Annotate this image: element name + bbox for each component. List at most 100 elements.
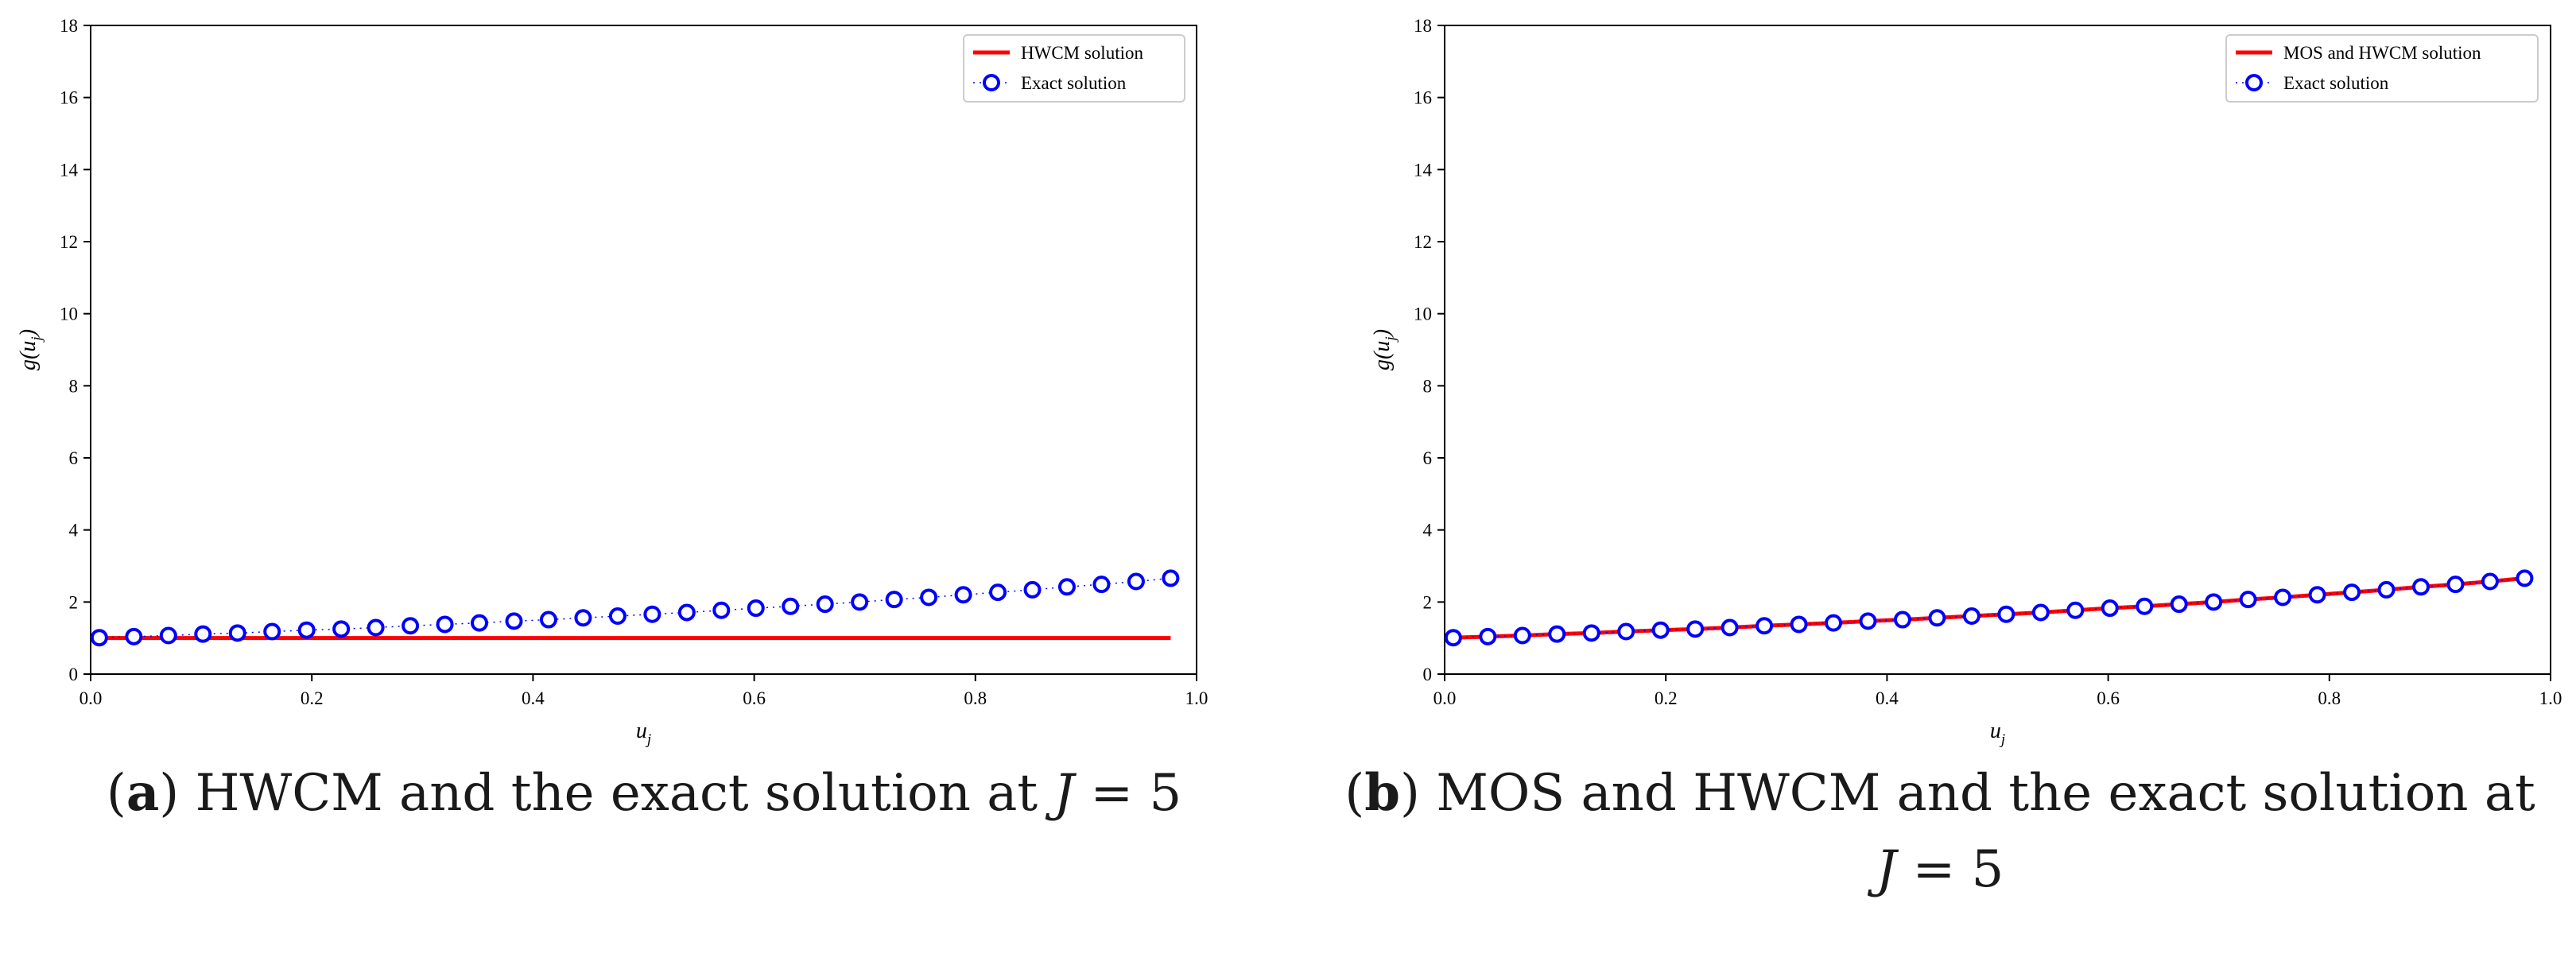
data-point (1162, 569, 1180, 587)
x-axis-label-sub: j (645, 731, 651, 748)
data-point (228, 624, 246, 642)
legend-marker-swatch (2245, 74, 2263, 91)
data-point (2205, 593, 2223, 611)
y-axis-label: g(uj) (1370, 329, 1399, 370)
y-tick-label: 4 (1423, 521, 1433, 541)
x-axis-label-sub: j (1999, 731, 2005, 748)
y-axis-label-var: u (16, 341, 41, 352)
data-point (2031, 603, 2050, 622)
data-point (1686, 620, 1705, 638)
y-axis-label-close: ) (1370, 329, 1395, 338)
x-axis-label: uj (1990, 719, 2005, 748)
data-point (1444, 629, 1462, 647)
data-point (989, 583, 1007, 602)
data-point (1755, 617, 1774, 635)
series-1 (1444, 569, 2534, 647)
y-axis-label-sub: j (29, 336, 45, 343)
data-point (1548, 625, 1566, 643)
y-axis-label-var: u (1370, 341, 1395, 352)
x-tick-label: 0.0 (80, 688, 103, 708)
data-point (194, 625, 212, 643)
data-point (1825, 614, 1843, 632)
y-tick-label: 14 (1414, 160, 1433, 180)
data-point (1893, 610, 1911, 629)
data-point (1928, 609, 1946, 627)
data-point (367, 618, 385, 637)
data-point (2446, 576, 2465, 594)
legend-box (963, 34, 1185, 103)
data-point (297, 621, 316, 639)
data-point (1479, 627, 1497, 645)
data-point (159, 626, 177, 645)
y-tick-label: 12 (1414, 232, 1432, 252)
caption-b: (b) MOS and HWCM and the exact solution … (1344, 763, 2535, 899)
caption-a-var: J (1053, 764, 1075, 823)
data-point (1092, 576, 1111, 594)
data-point (2066, 601, 2085, 619)
x-tick-label: 0.8 (2318, 688, 2341, 708)
caption-b-var: J (1876, 840, 1897, 899)
caption-a: (a) HWCM and the exact solution at J = 5 (106, 763, 1182, 823)
data-point (402, 617, 420, 635)
data-point (332, 620, 351, 638)
chart-a: 0.0 0.2 0.4 0.6 0.8 1.0024681012141618ujg(uj)… (16, 16, 1208, 748)
y-tick-label: 10 (1414, 304, 1432, 324)
x-axis-label-main: u (1990, 719, 2001, 743)
y-tick-label: 2 (1423, 592, 1433, 612)
caption-a-eq: = 5 (1074, 764, 1182, 823)
data-point (574, 609, 592, 627)
x-tick-label: 0.2 (301, 688, 324, 708)
x-tick-label: 0.0 (1433, 688, 1457, 708)
data-point (2516, 569, 2534, 587)
data-point (2377, 580, 2396, 599)
y-axis-label-close: ) (16, 329, 41, 338)
data-point (1997, 605, 2015, 623)
y-tick-label: 6 (1423, 448, 1433, 468)
x-axis-label: uj (636, 719, 651, 748)
legend-label: MOS and HWCM solution (2283, 43, 2481, 63)
legend: MOS and HWCM solution Exact solution (2225, 34, 2539, 103)
data-point (471, 614, 489, 632)
data-point (2170, 595, 2188, 614)
y-axis-label-sub: j (1383, 336, 1399, 343)
data-point (2274, 588, 2292, 607)
y-tick-label: 0 (69, 665, 79, 684)
y-tick-label: 0 (1423, 665, 1433, 684)
legend-marker-swatch (983, 74, 1000, 91)
data-point (816, 595, 834, 614)
caption-b-text: MOS and HWCM and the exact solution at (1419, 764, 2535, 823)
y-axis-label-fn: g( (1370, 351, 1395, 370)
data-point (851, 593, 869, 611)
y-tick-label: 10 (60, 304, 78, 324)
data-point (1023, 580, 1042, 599)
data-point (1859, 612, 1877, 630)
data-point (1721, 618, 1739, 637)
x-axis-label-main: u (636, 719, 647, 743)
series-0 (1453, 576, 2525, 640)
plot-frame (90, 25, 1197, 675)
legend-label: HWCM solution (1021, 43, 1143, 63)
y-tick-label: 8 (69, 376, 79, 396)
data-point (2308, 586, 2326, 604)
y-tick-label: 12 (60, 232, 78, 252)
y-tick-label: 18 (60, 16, 78, 36)
series-line (1453, 576, 2525, 640)
data-point (1790, 615, 1808, 634)
x-tick-label: 0.6 (2097, 688, 2120, 708)
legend-label: Exact solution (2283, 73, 2389, 93)
data-point (1127, 572, 1145, 591)
x-tick-label: 0.8 (964, 688, 987, 708)
series-dotted-line (99, 577, 1171, 638)
x-tick-label: 1.0 (1185, 688, 1208, 708)
data-point (90, 629, 108, 647)
legend-label: Exact solution (1021, 73, 1127, 93)
data-point (1617, 622, 1635, 641)
plot-frame (1444, 25, 2551, 675)
series-1 (90, 569, 1180, 647)
y-tick-label: 6 (69, 448, 79, 468)
data-point (1962, 607, 1980, 626)
x-tick-label: 0.2 (1655, 688, 1678, 708)
caption-b-eq: = 5 (1896, 840, 2004, 899)
caption-a-label: a (126, 763, 160, 823)
data-point (1057, 578, 1076, 596)
